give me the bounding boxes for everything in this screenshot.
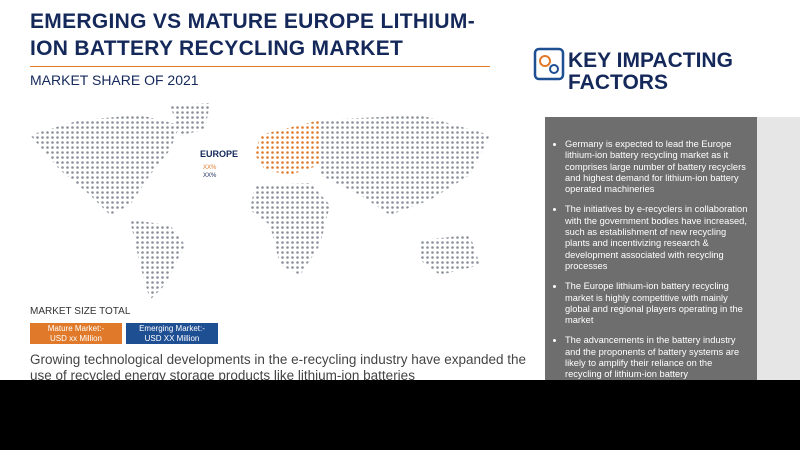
- world-map: EUROPE XX% XX%: [30, 103, 490, 300]
- north-america: [30, 115, 180, 215]
- divider: [30, 66, 490, 67]
- key-factors-title: KEY IMPACTING FACTORS: [568, 49, 733, 94]
- box-label: Emerging Market:-: [139, 324, 205, 333]
- asia: [320, 115, 490, 215]
- bottom-bar: [0, 380, 800, 450]
- title: EMERGING VS MATURE EUROPE LITHIUM-ION BA…: [30, 10, 475, 60]
- panel-edge: [757, 117, 800, 380]
- box-label: Mature Market:-: [47, 324, 105, 333]
- box-value: USD XX Million: [144, 334, 200, 343]
- factor-list: Germany is expected to lead the Europe l…: [545, 139, 749, 380]
- factor: The Europe lithium-ion battery recycling…: [565, 281, 749, 326]
- australia: [420, 235, 480, 275]
- africa: [250, 183, 330, 275]
- greenland: [170, 103, 210, 135]
- description: Growing technological developments in th…: [30, 352, 527, 380]
- market-box: Emerging Market:- USD XX Million: [126, 323, 218, 344]
- region-label: EUROPE: [200, 149, 238, 159]
- factor: Germany is expected to lead the Europe l…: [565, 139, 749, 195]
- subtitle: MARKET SHARE OF 2021: [30, 72, 199, 88]
- europe: [255, 120, 320, 175]
- key-factors-panel: Germany is expected to lead the Europe l…: [545, 117, 757, 380]
- share: XX%: [203, 173, 217, 179]
- share: XX%: [203, 165, 217, 171]
- market-size-title: MARKET SIZE TOTAL: [30, 306, 131, 317]
- icon: [533, 47, 565, 81]
- factor: The initiatives by e-recyclers in collab…: [565, 204, 749, 272]
- south-america: [130, 220, 185, 300]
- box-value: USD xx Million: [49, 334, 102, 343]
- factor: The advancements in the battery industry…: [565, 335, 749, 380]
- market-box: Mature Market:- USD xx Million: [30, 323, 122, 344]
